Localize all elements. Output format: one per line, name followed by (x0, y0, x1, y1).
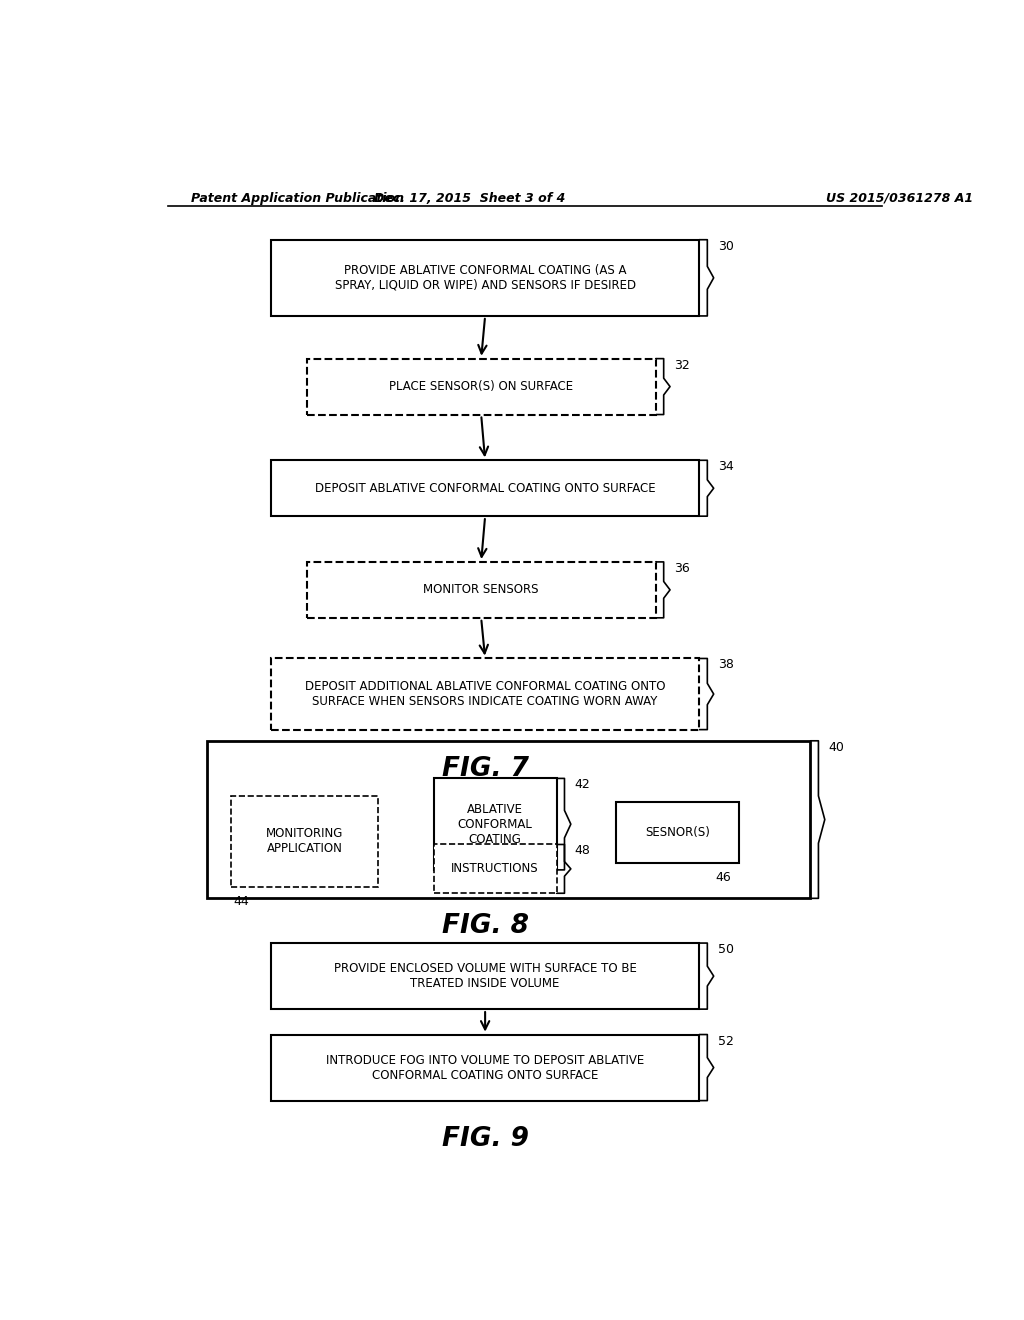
FancyBboxPatch shape (306, 359, 655, 414)
Text: PLACE SENSOR(S) ON SURFACE: PLACE SENSOR(S) ON SURFACE (389, 380, 573, 393)
FancyBboxPatch shape (616, 801, 739, 863)
Text: DEPOSIT ADDITIONAL ABLATIVE CONFORMAL COATING ONTO
SURFACE WHEN SENSORS INDICATE: DEPOSIT ADDITIONAL ABLATIVE CONFORMAL CO… (305, 680, 666, 708)
Text: 52: 52 (718, 1035, 733, 1048)
Text: US 2015/0361278 A1: US 2015/0361278 A1 (826, 191, 974, 205)
FancyBboxPatch shape (270, 659, 699, 730)
Text: 48: 48 (574, 845, 591, 858)
Text: 42: 42 (574, 779, 591, 792)
Text: FIG. 7: FIG. 7 (441, 756, 528, 781)
Text: INSTRUCTIONS: INSTRUCTIONS (452, 862, 539, 875)
FancyBboxPatch shape (207, 741, 811, 899)
Text: Patent Application Publication: Patent Application Publication (191, 191, 404, 205)
FancyBboxPatch shape (270, 942, 699, 1008)
Text: 50: 50 (718, 942, 733, 956)
FancyBboxPatch shape (231, 796, 378, 887)
FancyBboxPatch shape (433, 845, 557, 894)
Text: FIG. 9: FIG. 9 (441, 1126, 528, 1152)
FancyBboxPatch shape (433, 779, 557, 870)
Text: PROVIDE ENCLOSED VOLUME WITH SURFACE TO BE
TREATED INSIDE VOLUME: PROVIDE ENCLOSED VOLUME WITH SURFACE TO … (334, 962, 637, 990)
Text: 46: 46 (716, 871, 731, 884)
Text: PROVIDE ABLATIVE CONFORMAL COATING (AS A
SPRAY, LIQUID OR WIPE) AND SENSORS IF D: PROVIDE ABLATIVE CONFORMAL COATING (AS A… (335, 264, 636, 292)
Text: 40: 40 (828, 741, 845, 754)
Text: 34: 34 (718, 461, 733, 474)
Text: 30: 30 (718, 240, 733, 252)
FancyBboxPatch shape (306, 562, 655, 618)
Text: Dec. 17, 2015  Sheet 3 of 4: Dec. 17, 2015 Sheet 3 of 4 (374, 191, 565, 205)
Text: 36: 36 (674, 562, 690, 576)
Text: DEPOSIT ABLATIVE CONFORMAL COATING ONTO SURFACE: DEPOSIT ABLATIVE CONFORMAL COATING ONTO … (314, 482, 655, 495)
Text: 38: 38 (718, 659, 733, 672)
Text: 32: 32 (674, 359, 690, 372)
FancyBboxPatch shape (270, 1035, 699, 1101)
Text: MONITOR SENSORS: MONITOR SENSORS (423, 583, 539, 597)
Text: SESNOR(S): SESNOR(S) (645, 826, 710, 838)
Text: MONITORING
APPLICATION: MONITORING APPLICATION (266, 828, 343, 855)
Text: INTRODUCE FOG INTO VOLUME TO DEPOSIT ABLATIVE
CONFORMAL COATING ONTO SURFACE: INTRODUCE FOG INTO VOLUME TO DEPOSIT ABL… (326, 1053, 644, 1081)
FancyBboxPatch shape (270, 461, 699, 516)
Text: 44: 44 (233, 895, 249, 908)
Text: FIG. 8: FIG. 8 (441, 912, 528, 939)
FancyBboxPatch shape (270, 240, 699, 315)
Text: ABLATIVE
CONFORMAL
COATING: ABLATIVE CONFORMAL COATING (458, 803, 532, 846)
